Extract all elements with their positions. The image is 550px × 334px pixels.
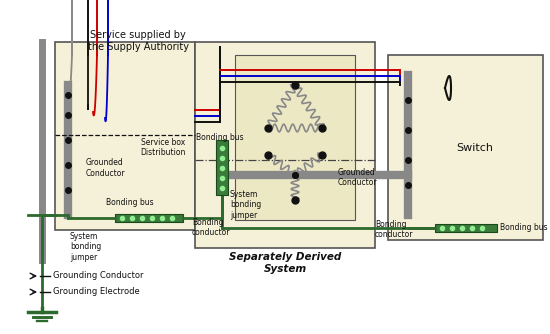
Text: Bonding bus: Bonding bus [106,198,154,207]
Bar [216,140,228,195]
Bar [55,42,195,230]
Text: Grounded
Conductor: Grounded Conductor [338,168,378,187]
Text: Bonding bus: Bonding bus [500,223,548,232]
Text: Service box
Distribution: Service box Distribution [140,138,186,157]
Text: Bonding
conductor: Bonding conductor [192,218,230,237]
Bar [195,42,375,248]
Bar [115,214,183,222]
Bar [435,224,497,232]
Text: Service supplied by
the Supply Authority: Service supplied by the Supply Authority [87,30,189,51]
Text: System
bonding
jumper: System bonding jumper [70,232,101,262]
Bar [235,55,355,220]
Text: System
bonding
jumper: System bonding jumper [230,190,261,220]
Bar [388,55,543,240]
Text: Switch: Switch [456,143,493,153]
Text: Bonding bus: Bonding bus [196,134,244,143]
Text: Grounding Electrode: Grounding Electrode [53,288,140,297]
Text: Bonding
conductor: Bonding conductor [375,220,414,239]
Text: Grounding Conductor: Grounding Conductor [53,272,144,281]
Text: Grounded
Conductor: Grounded Conductor [85,158,125,178]
Text: Separately Derived
System: Separately Derived System [229,252,341,274]
